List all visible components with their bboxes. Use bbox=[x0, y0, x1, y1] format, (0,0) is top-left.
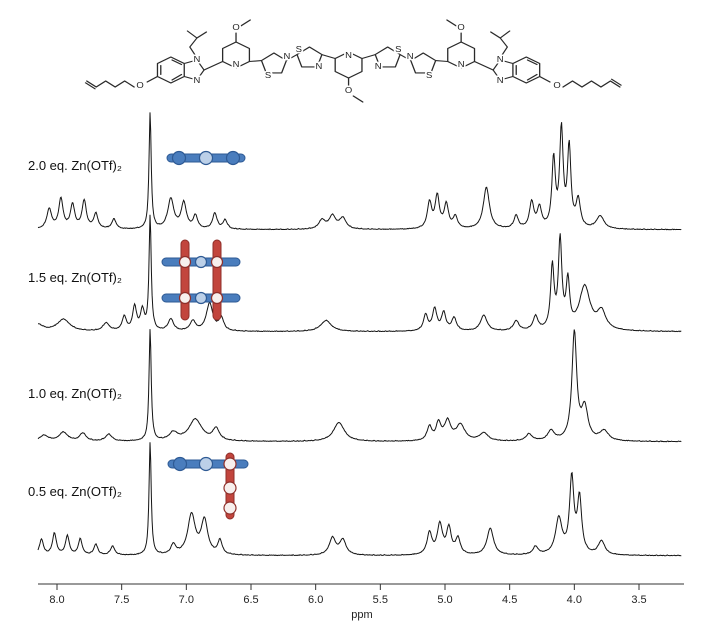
x-tick-label: 6.0 bbox=[308, 594, 323, 606]
grid-metal-site bbox=[210, 255, 224, 269]
atom-label-N: N bbox=[407, 52, 414, 61]
atom-label-O: O bbox=[553, 81, 561, 90]
x-tick-label: 5.0 bbox=[437, 594, 452, 606]
atom-label-S: S bbox=[265, 71, 271, 80]
atom-label-N: N bbox=[345, 51, 352, 60]
nmr-trace-0.5eq bbox=[37, 442, 682, 557]
grid-metal-site bbox=[223, 457, 237, 471]
trace-label-1.0eq: 1.0 eq. Zn(OTf)₂ bbox=[28, 386, 122, 401]
cartoon-intermediate-complex bbox=[167, 452, 249, 520]
x-tick-label: 7.5 bbox=[114, 594, 129, 606]
atom-label-N: N bbox=[316, 62, 323, 71]
grid-metal-site bbox=[178, 255, 192, 269]
atom-label-O: O bbox=[457, 23, 465, 32]
atom-label-N: N bbox=[233, 60, 240, 69]
structure-rings bbox=[156, 41, 541, 84]
atom-label-S: S bbox=[426, 71, 432, 80]
x-tick-label: 4.0 bbox=[567, 594, 582, 606]
atom-label-N: N bbox=[193, 76, 200, 85]
atom-label-O: O bbox=[345, 86, 353, 95]
structure-substituents bbox=[84, 19, 622, 103]
trace-label-2.0eq: 2.0 eq. Zn(OTf)₂ bbox=[28, 158, 122, 173]
binding-site-empty bbox=[198, 150, 214, 166]
x-tick-label: 5.5 bbox=[373, 594, 388, 606]
nmr-trace-1.5eq bbox=[37, 214, 682, 333]
cartoon-dinuclear-complex bbox=[166, 150, 246, 166]
atom-label-N: N bbox=[497, 55, 504, 64]
atom-label-S: S bbox=[395, 45, 401, 54]
atom-label-O: O bbox=[232, 23, 240, 32]
x-axis-title: ppm bbox=[351, 609, 373, 621]
trace-label-1.5eq: 1.5 eq. Zn(OTf)₂ bbox=[28, 270, 122, 285]
atom-label-N: N bbox=[284, 52, 291, 61]
x-tick-label: 3.5 bbox=[631, 594, 646, 606]
x-tick-label: 8.0 bbox=[49, 594, 64, 606]
binding-site-empty bbox=[194, 255, 208, 269]
x-axis: 8.0 7.5 7.0 6.5 6.0 5.5 5.0 4.5 4.0 3.5 bbox=[38, 583, 684, 606]
partner-bar bbox=[180, 239, 190, 321]
structure-ring-bonds bbox=[203, 54, 494, 71]
x-tick-label: 4.5 bbox=[502, 594, 517, 606]
nmr-trace-1eq bbox=[37, 329, 682, 443]
trace-label-0.5eq: 0.5 eq. Zn(OTf)₂ bbox=[28, 484, 122, 499]
x-tick-label: 6.5 bbox=[243, 594, 258, 606]
atom-label-N: N bbox=[497, 76, 504, 85]
atom-label-O: O bbox=[136, 81, 144, 90]
grid-metal-site bbox=[210, 291, 224, 305]
binding-site-empty bbox=[223, 501, 237, 515]
atom-label-N: N bbox=[193, 55, 200, 64]
x-tick-label: 7.0 bbox=[179, 594, 194, 606]
metal-site-filled bbox=[225, 150, 241, 166]
nmr-trace-2eq bbox=[37, 112, 682, 231]
binding-site-empty bbox=[198, 456, 214, 472]
binding-site-empty bbox=[223, 481, 237, 495]
atom-label-N: N bbox=[375, 62, 382, 71]
metal-site-filled bbox=[171, 150, 187, 166]
cartoon-grid-complex bbox=[161, 239, 241, 321]
atom-label-N: N bbox=[458, 60, 465, 69]
metal-site-filled bbox=[172, 456, 188, 472]
atom-label-S: S bbox=[296, 45, 302, 54]
binding-site-empty bbox=[194, 291, 208, 305]
partner-bar bbox=[212, 239, 222, 321]
grid-metal-site bbox=[178, 291, 192, 305]
